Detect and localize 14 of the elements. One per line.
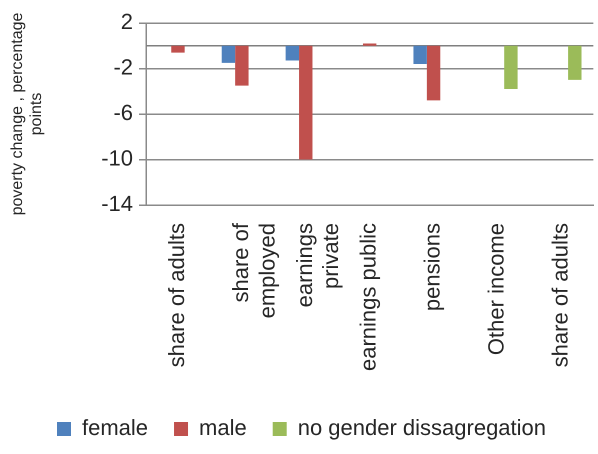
legend-label: male	[199, 415, 247, 440]
y-tick-label: -14	[101, 191, 133, 216]
legend-label: no gender dissagregation	[298, 415, 546, 440]
y-tick-label: 2	[120, 9, 133, 34]
y-axis-title: poverty change , percentage points	[9, 12, 46, 216]
x-tick-label: pensions	[420, 223, 445, 312]
y-tick-label: -10	[101, 146, 133, 171]
x-tick-label: earnings public	[356, 223, 381, 371]
y-tick-label: -2	[113, 54, 133, 80]
legend-label: female	[82, 415, 148, 440]
x-tick-label: share of adults	[547, 223, 572, 368]
x-tick-label: share of adults	[164, 223, 190, 368]
x-tick-label: Other income	[484, 223, 509, 356]
y-tick-label: -6	[113, 100, 133, 126]
